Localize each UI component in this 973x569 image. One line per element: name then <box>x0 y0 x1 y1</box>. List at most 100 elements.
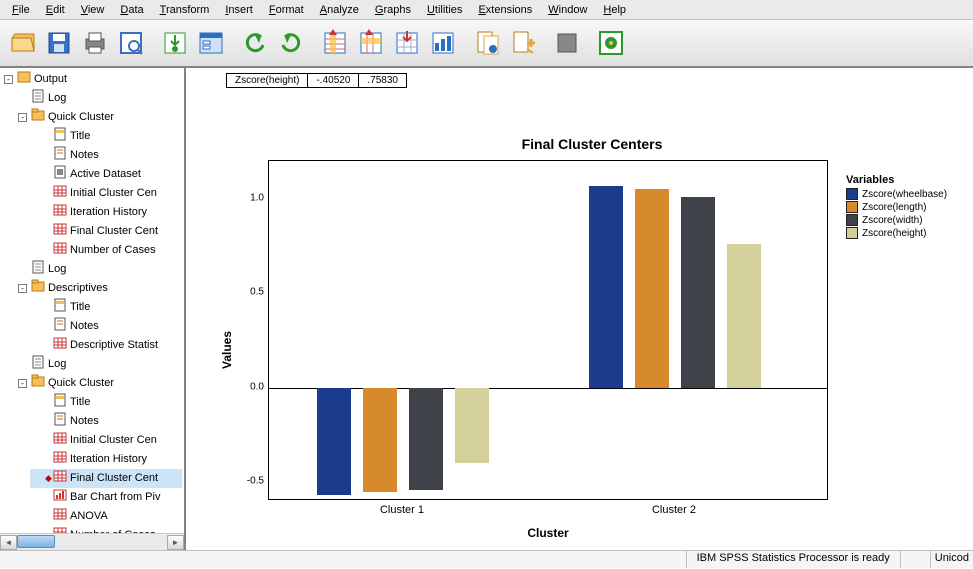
goto-data-button[interactable] <box>390 26 424 60</box>
y-tick: 0.0 <box>250 381 264 392</box>
status-bar: IBM SPSS Statistics Processor is ready U… <box>0 550 973 568</box>
paste-button[interactable] <box>470 26 504 60</box>
tree-label: Active Dataset <box>69 167 142 182</box>
scroll-right-icon[interactable]: ► <box>167 535 184 550</box>
menu-data[interactable]: Data <box>112 4 151 16</box>
tree-item[interactable]: Initial Cluster Cen <box>30 184 182 203</box>
tree-h-scrollbar[interactable]: ◄ ► <box>0 533 184 550</box>
tree-label: Title <box>69 395 91 410</box>
menu-analyze[interactable]: Analyze <box>312 4 367 16</box>
tree-item[interactable]: Title <box>30 298 182 317</box>
tree-item[interactable]: Final Cluster Cent <box>30 222 182 241</box>
tree-item[interactable]: Title <box>30 127 182 146</box>
chart-button[interactable] <box>426 26 460 60</box>
tree-label: Quick Cluster <box>47 110 115 125</box>
tree-item[interactable]: Active Dataset <box>30 165 182 184</box>
log-icon <box>31 89 45 108</box>
tree-label: Log <box>47 91 67 106</box>
bar <box>727 244 761 388</box>
table-icon <box>53 241 67 260</box>
menu-help[interactable]: Help <box>595 4 634 16</box>
menu-insert[interactable]: Insert <box>217 4 261 16</box>
tree-item[interactable]: Iteration History <box>30 450 182 469</box>
scroll-track[interactable] <box>17 535 167 550</box>
tree-item[interactable]: Number of Cases <box>30 526 182 533</box>
preview-button[interactable] <box>114 26 148 60</box>
menu-format[interactable]: Format <box>261 4 312 16</box>
collapse-icon[interactable]: - <box>18 379 27 388</box>
legend-item: Zscore(height) <box>846 227 947 239</box>
tree-label: Final Cluster Cent <box>69 224 159 239</box>
table-icon <box>53 336 67 355</box>
tree-label: Iteration History <box>69 452 148 467</box>
undo-button[interactable] <box>238 26 272 60</box>
collapse-icon[interactable]: - <box>18 113 27 122</box>
menu-transform[interactable]: Transform <box>152 4 218 16</box>
y-tick: -0.5 <box>247 476 264 487</box>
log-icon <box>31 260 45 279</box>
save-button[interactable] <box>42 26 76 60</box>
tree-item[interactable]: Notes <box>30 412 182 431</box>
menu-extensions[interactable]: Extensions <box>470 4 540 16</box>
tree-item[interactable]: - Quick Cluster <box>16 108 182 127</box>
box1-button[interactable] <box>550 26 584 60</box>
tree-item[interactable]: -Descriptives <box>16 279 182 298</box>
tree-item[interactable]: -Quick Cluster <box>16 374 182 393</box>
scroll-left-icon[interactable]: ◄ <box>0 535 17 550</box>
tree-item[interactable]: Number of Cases <box>30 241 182 260</box>
collapse-icon[interactable]: - <box>4 75 13 84</box>
export-button[interactable] <box>158 26 192 60</box>
table-icon <box>53 469 67 488</box>
tree-item[interactable]: Bar Chart from Piv <box>30 488 182 507</box>
bar <box>681 197 715 388</box>
menu-file[interactable]: File <box>4 4 38 16</box>
menu-view[interactable]: View <box>73 4 113 16</box>
target-button[interactable] <box>594 26 628 60</box>
notes-icon <box>53 317 67 336</box>
tree-item[interactable]: Log <box>16 89 182 108</box>
output-tree[interactable]: - Output Log - Quick Cluster Title Notes Active… <box>0 68 184 533</box>
tree-label: Descriptive Statist <box>69 338 159 353</box>
tree-label: Notes <box>69 319 100 334</box>
dialog-button[interactable] <box>194 26 228 60</box>
tree-item[interactable]: - Output <box>2 70 182 89</box>
table-icon <box>53 203 67 222</box>
output-content-pane: Zscore(height) -.40520 .75830 Final Clus… <box>186 68 973 550</box>
legend-item: Zscore(length) <box>846 201 947 213</box>
print-button[interactable] <box>78 26 112 60</box>
tree-item[interactable]: Notes <box>30 317 182 336</box>
menu-graphs[interactable]: Graphs <box>367 4 419 16</box>
bar <box>363 388 397 492</box>
legend-label: Zscore(wheelbase) <box>862 189 947 200</box>
chart-icon <box>53 488 67 507</box>
menu-window[interactable]: Window <box>540 4 595 16</box>
insert-button[interactable] <box>506 26 540 60</box>
menu-utilities[interactable]: Utilities <box>419 4 470 16</box>
notes-icon <box>53 146 67 165</box>
stub-v1: -.40520 <box>308 74 359 87</box>
table-icon <box>53 431 67 450</box>
open-button[interactable] <box>6 26 40 60</box>
tree-label: Notes <box>69 148 100 163</box>
tree-item[interactable]: Iteration History <box>30 203 182 222</box>
folder-icon <box>31 108 45 127</box>
tree-item[interactable]: ◆Final Cluster Cent <box>30 469 182 488</box>
redo-button[interactable] <box>274 26 308 60</box>
collapse-icon[interactable]: - <box>18 284 27 293</box>
tree-item[interactable]: Initial Cluster Cen <box>30 431 182 450</box>
menu-edit[interactable]: Edit <box>38 4 73 16</box>
tree-item[interactable]: Descriptive Statist <box>30 336 182 355</box>
tree-item[interactable]: Log <box>16 355 182 374</box>
scroll-thumb[interactable] <box>17 535 55 548</box>
tree-label: Output <box>33 72 68 87</box>
tree-item[interactable]: Notes <box>30 146 182 165</box>
legend-item: Zscore(width) <box>846 214 947 226</box>
goto-case-button[interactable] <box>318 26 352 60</box>
goto-var-button[interactable] <box>354 26 388 60</box>
tree-label: Number of Cases <box>69 243 157 258</box>
x-axis-label: Cluster <box>268 526 828 540</box>
toolbar <box>0 20 973 68</box>
tree-item[interactable]: Log <box>16 260 182 279</box>
tree-item[interactable]: ANOVA <box>30 507 182 526</box>
tree-item[interactable]: Title <box>30 393 182 412</box>
